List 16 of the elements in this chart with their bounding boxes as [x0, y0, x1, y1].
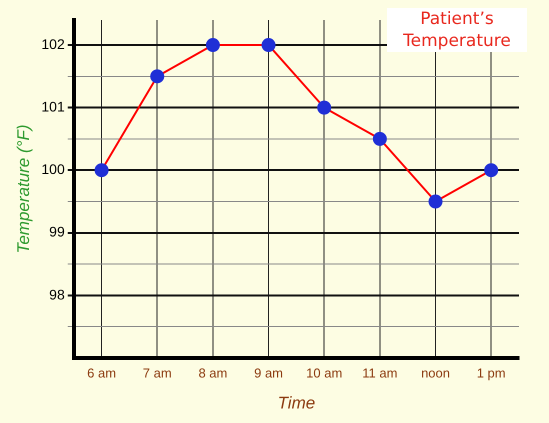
y-tick-label: 98 — [49, 286, 65, 302]
y-axis-title: Temperature (°F) — [14, 124, 33, 254]
x-tick-label: 7 am — [142, 365, 172, 380]
y-tick-label: 100 — [41, 161, 65, 178]
x-tick-label: 10 am — [306, 365, 342, 380]
y-tick-label: 99 — [49, 224, 65, 240]
x-tick-label: 6 am — [87, 365, 116, 380]
x-tick-label: 11 am — [362, 365, 398, 380]
y-tick-label: 101 — [41, 98, 65, 114]
x-axis-title: Time — [278, 394, 316, 413]
y-tick-label: 102 — [41, 36, 65, 52]
x-tick-label: 8 am — [198, 365, 228, 380]
x-tick-label: 9 am — [254, 365, 284, 380]
x-tick-label: noon — [421, 365, 450, 380]
chart-title: Patient’s Temperature — [387, 8, 527, 52]
x-tick-label: 1 pm — [476, 365, 506, 380]
